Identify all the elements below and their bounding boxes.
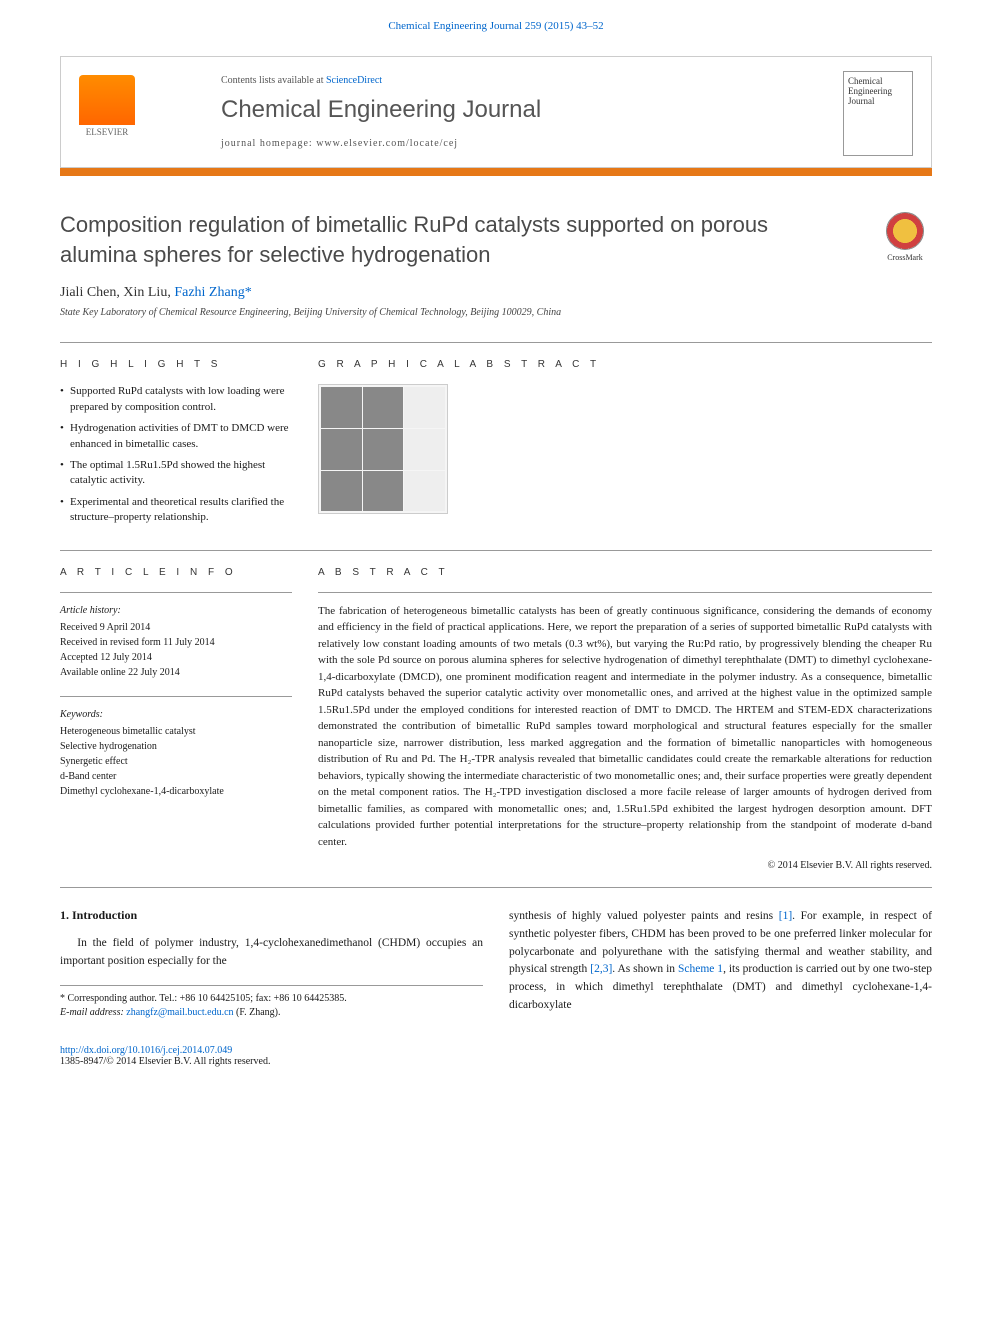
corresponding-star: *: [245, 285, 252, 300]
footnote-line-2: E-mail address: zhangfz@mail.buct.edu.cn…: [60, 1006, 483, 1021]
ga-panel: [363, 471, 404, 512]
intro-paragraph-left: In the field of polymer industry, 1,4-cy…: [60, 935, 483, 971]
history-line: Available online 22 July 2014: [60, 665, 292, 680]
keywords-heading: Keywords:: [60, 707, 292, 722]
highlights-graphical-row: H I G H L I G H T S Supported RuPd catal…: [0, 343, 992, 531]
crossmark-icon: [886, 212, 924, 250]
body-columns: 1. Introduction In the field of polymer …: [0, 888, 992, 1037]
abstract-copyright: © 2014 Elsevier B.V. All rights reserved…: [318, 860, 932, 871]
ref-link[interactable]: [1]: [779, 910, 792, 922]
keyword: Heterogeneous bimetallic catalyst: [60, 724, 292, 739]
page-header: Chemical Engineering Journal 259 (2015) …: [0, 0, 992, 56]
keyword: Selective hydrogenation: [60, 739, 292, 754]
footnote-line-1: * Corresponding author. Tel.: +86 10 644…: [60, 992, 483, 1007]
homepage-prefix: journal homepage:: [221, 138, 316, 149]
abstract-text: The fabrication of heterogeneous bimetal…: [318, 603, 932, 851]
history-line: Received in revised form 11 July 2014: [60, 635, 292, 650]
article-meta-block: CrossMark Composition regulation of bime…: [0, 176, 992, 342]
ga-panel: [321, 387, 362, 428]
doi-block: http://dx.doi.org/10.1016/j.cej.2014.07.…: [0, 1037, 992, 1091]
corresponding-author-link[interactable]: Fazhi Zhang: [174, 285, 244, 300]
ga-panel: [363, 387, 404, 428]
body-text-span: . As shown in: [612, 963, 678, 975]
ga-panel: [321, 429, 362, 470]
corresponding-footnote: * Corresponding author. Tel.: +86 10 644…: [60, 985, 483, 1021]
homepage-url[interactable]: www.elsevier.com/locate/cej: [316, 138, 458, 149]
citation-line: Chemical Engineering Journal 259 (2015) …: [60, 20, 932, 32]
graphical-abstract-heading: G R A P H I C A L A B S T R A C T: [318, 359, 932, 370]
body-text-span: synthesis of highly valued polyester pai…: [509, 910, 779, 922]
article-history-block: Article history: Received 9 April 2014 R…: [60, 603, 292, 680]
intro-paragraph-right: synthesis of highly valued polyester pai…: [509, 908, 932, 1015]
contents-prefix: Contents lists available at: [221, 75, 326, 86]
article-title: Composition regulation of bimetallic RuP…: [60, 210, 840, 269]
elsevier-logo: ELSEVIER: [79, 75, 135, 145]
journal-name: Chemical Engineering Journal: [221, 96, 771, 124]
history-line: Received 9 April 2014: [60, 620, 292, 635]
scheme-link[interactable]: Scheme 1: [678, 963, 723, 975]
elsevier-label: ELSEVIER: [79, 127, 135, 137]
ga-panel: [363, 429, 404, 470]
keyword: Dimethyl cyclohexane-1,4-dicarboxylate: [60, 784, 292, 799]
history-line: Accepted 12 July 2014: [60, 650, 292, 665]
left-body-column: 1. Introduction In the field of polymer …: [60, 908, 483, 1021]
journal-header-box: ELSEVIER Chemical Engineering Journal Co…: [60, 56, 932, 168]
highlight-item: Supported RuPd catalysts with low loadin…: [60, 384, 292, 415]
ref-link[interactable]: [2,3]: [590, 963, 612, 975]
crossmark-badge[interactable]: CrossMark: [878, 212, 932, 262]
affiliation-line: State Key Laboratory of Chemical Resourc…: [60, 307, 932, 318]
authors-line: Jiali Chen, Xin Liu, Fazhi Zhang*: [60, 285, 932, 301]
issn-copyright: 1385-8947/© 2014 Elsevier B.V. All right…: [60, 1056, 932, 1067]
journal-homepage-line: journal homepage: www.elsevier.com/locat…: [221, 138, 771, 149]
highlight-item: Experimental and theoretical results cla…: [60, 495, 292, 526]
ga-panel: [404, 387, 445, 428]
right-body-column: synthesis of highly valued polyester pai…: [509, 908, 932, 1021]
divider: [60, 696, 292, 697]
email-label: E-mail address:: [60, 1007, 126, 1018]
email-link[interactable]: zhangfz@mail.buct.edu.cn: [126, 1007, 233, 1018]
keyword: Synergetic effect: [60, 754, 292, 769]
ga-panel: [404, 471, 445, 512]
journal-cover-thumbnail: Chemical Engineering Journal: [843, 71, 913, 156]
divider: [60, 592, 292, 593]
email-suffix: (F. Zhang).: [234, 1007, 281, 1018]
ga-panel: [404, 429, 445, 470]
keyword: d-Band center: [60, 769, 292, 784]
orange-divider: [60, 168, 932, 176]
intro-heading: 1. Introduction: [60, 908, 483, 923]
crossmark-label: CrossMark: [887, 253, 923, 262]
contents-available-line: Contents lists available at ScienceDirec…: [221, 75, 771, 86]
authors-plain: Jiali Chen, Xin Liu,: [60, 285, 174, 300]
highlights-list: Supported RuPd catalysts with low loadin…: [60, 384, 292, 525]
graphical-abstract-image: [318, 384, 448, 514]
elsevier-tree-icon: [79, 75, 135, 125]
history-heading: Article history:: [60, 603, 292, 618]
abstract-heading: A B S T R A C T: [318, 567, 932, 578]
highlights-heading: H I G H L I G H T S: [60, 359, 292, 370]
ga-panel: [321, 471, 362, 512]
article-info-heading: A R T I C L E I N F O: [60, 567, 292, 578]
highlight-item: Hydrogenation activities of DMT to DMCD …: [60, 421, 292, 452]
sciencedirect-link[interactable]: ScienceDirect: [326, 75, 382, 86]
doi-link[interactable]: http://dx.doi.org/10.1016/j.cej.2014.07.…: [60, 1045, 932, 1056]
info-abstract-row: A R T I C L E I N F O Article history: R…: [0, 551, 992, 872]
keywords-block: Keywords: Heterogeneous bimetallic catal…: [60, 707, 292, 799]
highlight-item: The optimal 1.5Ru1.5Pd showed the highes…: [60, 458, 292, 489]
divider: [318, 592, 932, 593]
